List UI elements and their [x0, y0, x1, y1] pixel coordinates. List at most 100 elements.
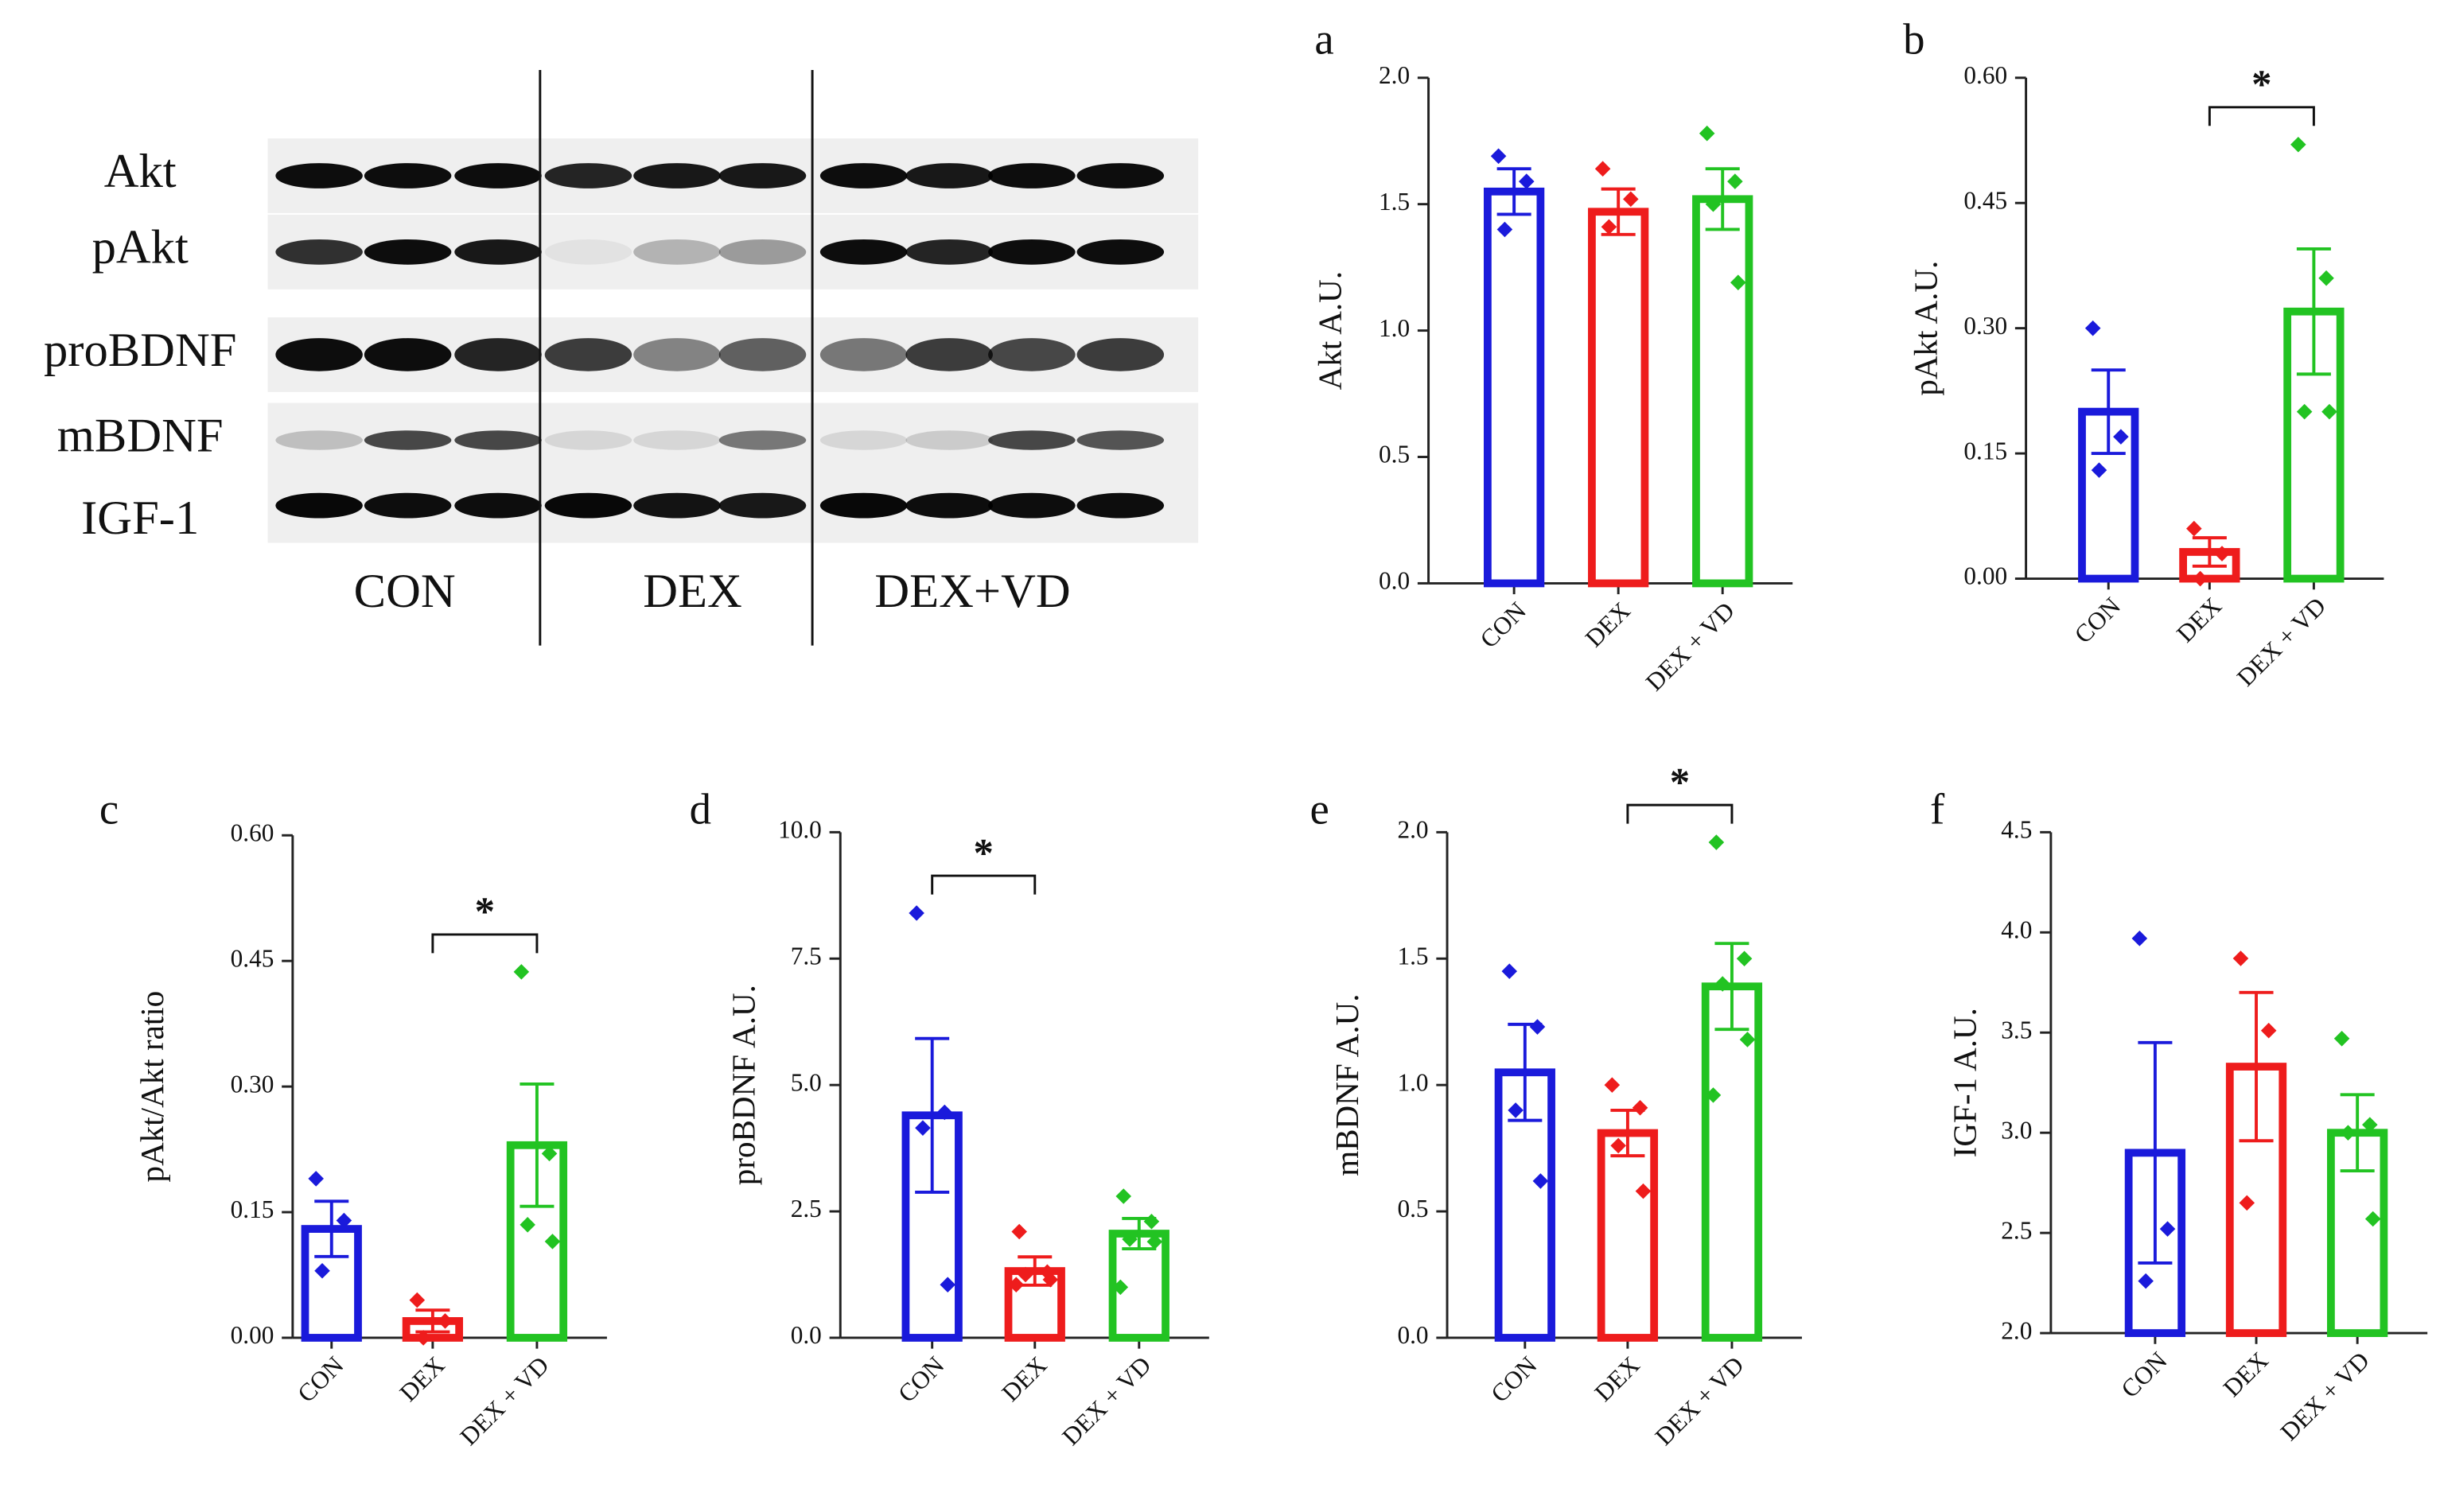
significance-bracket	[431, 933, 539, 954]
panel-label: b	[1903, 14, 1924, 63]
y-tick-label: 0.0	[791, 1321, 822, 1349]
error-bar	[314, 1199, 349, 1258]
blot-band	[1076, 338, 1165, 371]
error-bar	[1496, 167, 1531, 216]
blot-band	[819, 239, 908, 265]
data-point	[2138, 1273, 2154, 1289]
y-tick-label: 0.15	[1963, 437, 2007, 464]
blot-band	[633, 239, 721, 265]
blot-band	[819, 430, 908, 450]
blot-band	[718, 430, 807, 450]
x-tick-label: DEX	[1589, 1351, 1644, 1406]
x-tick-label: CON	[1485, 1351, 1542, 1408]
data-point	[544, 1234, 561, 1250]
error-bar	[2192, 536, 2227, 568]
y-tick-label: 0.0	[1379, 567, 1410, 595]
bar	[301, 1225, 362, 1342]
blot-band	[819, 338, 908, 371]
data-point	[1532, 1173, 1549, 1189]
y-tick-label: 0.45	[231, 944, 274, 972]
data-point	[520, 1217, 535, 1233]
data-point	[308, 1171, 324, 1187]
data-point	[1008, 1277, 1025, 1292]
data-point	[2260, 1022, 2277, 1039]
blot-band	[819, 163, 908, 189]
data-point	[2186, 520, 2202, 537]
data-point	[2232, 950, 2249, 966]
y-tick-label: 0.00	[231, 1321, 274, 1349]
blot-band	[454, 163, 542, 189]
blot-band	[364, 430, 452, 450]
panel-label: f	[1930, 784, 1945, 833]
blot-band	[275, 492, 363, 519]
bar	[1484, 187, 1545, 588]
blot-band	[988, 338, 1076, 371]
y-tick-label: 1.0	[1379, 314, 1410, 342]
bar	[1597, 1129, 1659, 1342]
data-point	[314, 1262, 330, 1279]
data-point	[1705, 196, 1722, 212]
data-point	[1714, 976, 1730, 992]
data-point	[2318, 270, 2334, 286]
data-point	[1011, 1223, 1027, 1240]
data-point	[1736, 950, 1753, 967]
blot-band	[364, 163, 452, 189]
blot-band	[633, 492, 721, 519]
data-point	[513, 964, 530, 980]
data-point	[1699, 125, 1715, 142]
blot-band	[544, 239, 632, 265]
error-bar	[1705, 167, 1740, 231]
error-bar	[1714, 942, 1749, 1032]
y-axis-label: pAkt A.U.	[1908, 261, 1944, 396]
x-tick-label: CON	[2069, 592, 2126, 648]
y-axis-label: mBDNF A.U.	[1329, 993, 1365, 1176]
data-point	[1739, 1032, 1756, 1048]
significance-label: *	[1670, 760, 1690, 804]
y-tick-label: 1.5	[1379, 188, 1410, 216]
x-tick-label: DEX + VD	[1057, 1351, 1156, 1451]
blot-band	[905, 492, 993, 519]
data-point	[1496, 221, 1513, 238]
x-tick-label: DEX	[2218, 1346, 2274, 1401]
y-tick-label: 2.0	[1397, 816, 1428, 844]
y-tick-label: 0.60	[231, 818, 274, 846]
error-bar	[2138, 1040, 2173, 1265]
blot-band	[454, 430, 542, 450]
significance-label: *	[974, 830, 994, 875]
x-tick-label: DEX + VD	[1649, 1351, 1749, 1451]
y-tick-label: 0.15	[231, 1195, 274, 1223]
data-point	[1594, 161, 1611, 177]
data-point	[1143, 1213, 1160, 1230]
y-tick-label: 7.5	[791, 942, 822, 970]
y-tick-label: 4.5	[2001, 816, 2032, 844]
blot-row-label: pAkt	[92, 221, 189, 274]
blot-band	[633, 430, 721, 450]
blot-band	[544, 163, 632, 189]
data-point	[1623, 191, 1639, 208]
data-point	[1018, 1266, 1033, 1283]
data-point	[1604, 1077, 1621, 1093]
data-point	[1730, 274, 1746, 290]
error-bar	[1601, 187, 1636, 236]
blot-band	[1076, 492, 1165, 519]
blot-row-label: Akt	[104, 145, 177, 198]
bar	[1692, 195, 1753, 588]
error-bar	[2091, 368, 2126, 456]
y-tick-label: 10.0	[778, 816, 822, 844]
blot-band	[633, 163, 721, 189]
data-point	[1610, 1137, 1626, 1154]
data-point	[1632, 1099, 1648, 1116]
y-tick-label: 0.5	[1379, 441, 1410, 468]
data-point	[1519, 173, 1535, 189]
significance-bracket	[931, 874, 1037, 895]
panel-label: e	[1310, 784, 1329, 833]
data-point	[2091, 462, 2107, 478]
data-point	[1529, 1019, 1546, 1035]
data-point	[1508, 1102, 1524, 1118]
data-point	[1490, 148, 1507, 165]
data-point	[2290, 136, 2306, 153]
x-tick-label: DEX	[2171, 592, 2227, 647]
data-point	[415, 1330, 431, 1346]
blot-band	[275, 338, 363, 371]
x-tick-label: DEX	[1580, 597, 1636, 652]
